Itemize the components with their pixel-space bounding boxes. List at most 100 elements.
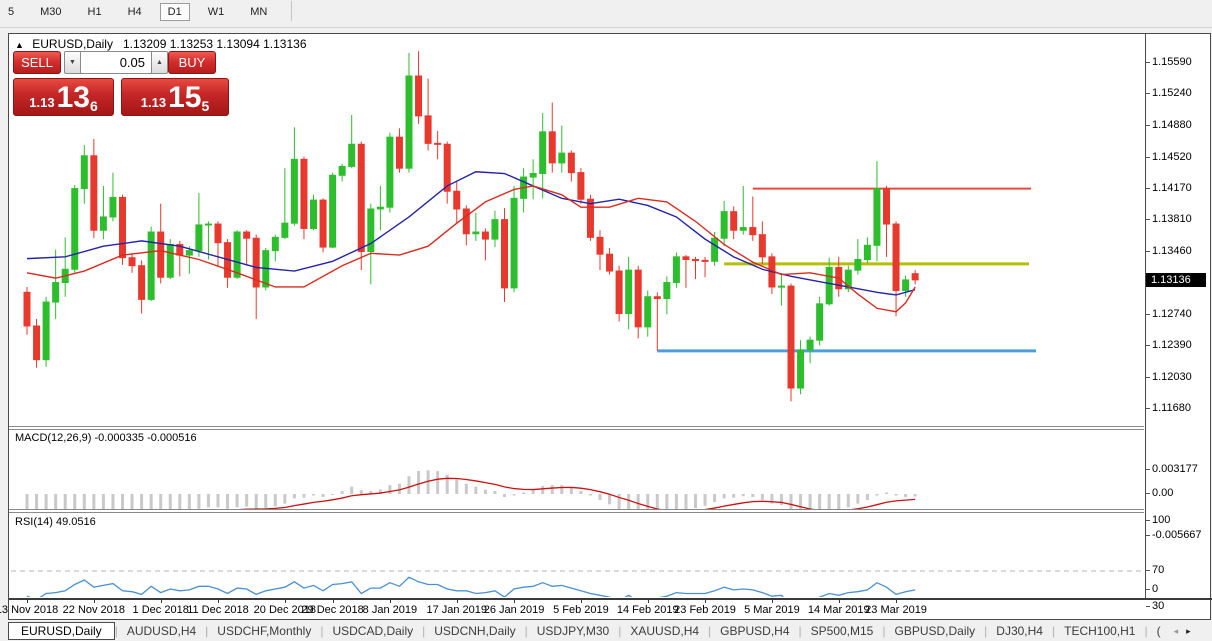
candle (109, 196, 117, 218)
candle (806, 339, 814, 351)
current-price-tag: 1.13136 (1146, 273, 1206, 288)
tab-dj30-h4[interactable]: DJ30,H4 (996, 624, 1043, 638)
candle (720, 211, 728, 239)
macd-histogram-bar (865, 494, 869, 500)
date-axis-label: 23 Mar 2019 (865, 604, 927, 616)
price-chart-canvas[interactable] (9, 34, 1145, 426)
rsi-panel-canvas[interactable] (9, 513, 1145, 597)
timeframe-button-mn[interactable]: MN (250, 6, 268, 18)
timeframe-button-5[interactable]: 5 (8, 6, 15, 18)
tab-usdjpy-m30[interactable]: USDJPY,M30 (536, 624, 610, 638)
tab-scroll-right-icon[interactable]: ▸ (1186, 625, 1191, 636)
ohlc-readout: 1.13209 1.13253 1.13094 1.13136 (122, 37, 307, 51)
price-axis-label: 1.12740 (1146, 308, 1192, 321)
symbol-title: EURUSD,Daily (32, 37, 113, 51)
candle (883, 188, 890, 225)
candle (663, 282, 671, 300)
buy-price-panel[interactable]: 1.13 15 5 (121, 78, 229, 116)
candle (606, 253, 614, 272)
macd-histogram-bar (197, 494, 201, 509)
candle (271, 236, 279, 252)
macd-histogram-bar (579, 491, 583, 494)
macd-histogram-bar (235, 494, 239, 508)
sell-price-panel[interactable]: 1.13 13 6 (13, 78, 114, 116)
timeframe-button-w1[interactable]: W1 (207, 6, 225, 18)
rsi-axis-label: 30 (1145, 600, 1165, 612)
volume-increase-button[interactable]: ▲ (151, 51, 168, 74)
date-axis-label: 23 Feb 2019 (674, 604, 736, 616)
macd-histogram-bar (111, 494, 115, 509)
volume-decrease-button[interactable]: ▼ (64, 51, 81, 74)
macd-axis-label: 0.00 (1145, 487, 1174, 499)
timeframe-button-h4[interactable]: H4 (127, 6, 142, 18)
candle (911, 273, 919, 281)
panel-divider[interactable] (9, 429, 1144, 430)
panel-divider[interactable] (9, 509, 1144, 510)
tab-gbpusd-daily[interactable]: GBPUSD,Daily (894, 624, 976, 638)
tab-separator: | (798, 624, 802, 638)
macd-histogram-bar (751, 494, 755, 497)
date-axis-tick (771, 598, 773, 603)
macd-histogram-bar (875, 494, 879, 496)
tab-gbpusd-h4[interactable]: GBPUSD,H4 (720, 624, 790, 638)
tab-sp500-m15[interactable]: SP500,M15 (810, 624, 874, 638)
panel-divider[interactable] (9, 512, 1144, 513)
price-axis-divider (1145, 34, 1146, 599)
macd-histogram-bar (312, 494, 315, 496)
date-axis-tick (332, 598, 334, 603)
candle (415, 75, 423, 117)
date-axis-label: 14 Mar 2019 (807, 604, 870, 616)
date-axis-tick (389, 598, 391, 603)
tab-eurusd-daily[interactable]: EURUSD,Daily (8, 622, 115, 640)
candle (443, 143, 451, 192)
buy-button[interactable]: BUY (168, 51, 216, 74)
candle (539, 131, 547, 175)
candle (644, 296, 652, 328)
macd-histogram-bar (168, 494, 172, 509)
candle (243, 231, 251, 239)
candle (376, 206, 384, 210)
tab-usdcnh-daily[interactable]: USDCNH,Daily (434, 624, 516, 638)
timeframe-button-h1[interactable]: H1 (87, 6, 102, 18)
candle (701, 259, 709, 262)
macd-histogram-bar (655, 494, 659, 509)
candle (52, 282, 60, 303)
tab-usdcad-daily[interactable]: USDCAD,Daily (332, 624, 414, 638)
panel-divider[interactable] (9, 426, 1144, 427)
tab-xauusd-h4[interactable]: XAUUSD,H4 (630, 624, 700, 638)
collapse-arrow-icon[interactable]: ▲ (15, 40, 24, 50)
date-axis-label: 14 Feb 2019 (616, 604, 679, 616)
tab-tech100-h1[interactable]: TECH100,H1 (1064, 624, 1136, 638)
candle (777, 285, 785, 288)
timeframe-button-m30[interactable]: M30 (40, 6, 62, 18)
tab-usdchf-monthly[interactable]: USDCHF,Monthly (217, 624, 312, 638)
macd-histogram-bar (913, 494, 917, 497)
date-axis-tick (580, 598, 582, 603)
macd-histogram-bar (799, 494, 803, 509)
candle (128, 257, 136, 267)
macd-histogram-bar (560, 485, 564, 494)
tab--[interactable]: ( (1156, 624, 1161, 638)
candle (386, 136, 394, 208)
candle (797, 349, 805, 389)
candle (634, 269, 642, 328)
chart-window[interactable]: ▲ EURUSD,Daily 1.13209 1.13253 1.13094 1… (0, 33, 1212, 620)
sell-button[interactable]: SELL (13, 51, 61, 74)
macd-panel-canvas[interactable] (9, 430, 1145, 509)
volume-input[interactable] (81, 51, 151, 74)
price-axis-label: 1.14170 (1146, 181, 1192, 194)
candle (405, 75, 413, 169)
macd-histogram-bar (187, 494, 191, 509)
date-axis-label: 17 Jan 2019 (426, 604, 488, 616)
candle (749, 227, 757, 236)
macd-histogram-bar (101, 494, 105, 509)
tab-scroll-left-icon[interactable]: ◂ (1173, 625, 1179, 636)
timeframe-button-d1[interactable]: D1 (159, 3, 190, 21)
date-axis-label: 1 Dec 2018 (132, 604, 189, 616)
tab-separator: | (984, 624, 988, 638)
macd-histogram-bar (779, 494, 783, 506)
tab-audusd-h4[interactable]: AUDUSD,H4 (126, 624, 197, 638)
rsi-axis-label: 100 (1145, 514, 1171, 526)
date-axis-tick (896, 598, 898, 603)
macd-histogram-bar (178, 494, 182, 509)
